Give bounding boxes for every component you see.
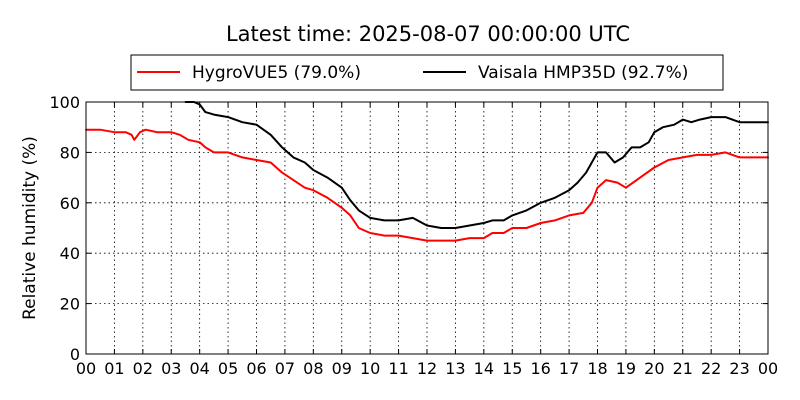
x-tick-label: 02 [133, 359, 153, 378]
series-line-vaisala [184, 101, 769, 229]
plot-series [85, 101, 769, 242]
x-tick-label: 22 [701, 359, 721, 378]
chart-title: Latest time: 2025-08-07 00:00:00 UTC [226, 22, 630, 46]
x-tick-label: 04 [189, 359, 209, 378]
grid [86, 102, 768, 354]
x-tick-label: 21 [673, 359, 693, 378]
y-tick-label: 20 [60, 295, 80, 314]
legend: HygroVUE5 (79.0%) Vaisala HMP35D (92.7%) [130, 54, 724, 91]
x-tick-label: 07 [275, 359, 295, 378]
x-tick-label: 23 [729, 359, 749, 378]
x-tick-label: 05 [218, 359, 238, 378]
x-tick-label: 13 [445, 359, 465, 378]
x-tick-label: 12 [417, 359, 437, 378]
x-tick-label: 08 [303, 359, 323, 378]
x-tick-label: 15 [502, 359, 522, 378]
y-tick-label: 40 [60, 244, 80, 263]
x-tick-label: 11 [388, 359, 408, 378]
x-tick-label: 00 [758, 359, 778, 378]
x-tick-label: 09 [332, 359, 352, 378]
legend-entry-hygrovue5: HygroVUE5 (79.0%) [192, 63, 361, 83]
axis-ticks: 00 01 02 03 04 05 06 07 08 09 10 11 12 13 14 15 16 17 18 19… [49, 93, 778, 378]
x-tick-label: 16 [530, 359, 550, 378]
y-axis-label: Relative humidity (%) [20, 136, 40, 320]
x-tick-label: 20 [644, 359, 664, 378]
x-tick-label: 14 [474, 359, 494, 378]
y-tick-label: 60 [60, 194, 80, 213]
x-tick-label: 06 [246, 359, 266, 378]
x-tick-label: 17 [559, 359, 579, 378]
y-tick-label: 100 [49, 93, 80, 112]
series-line-hygrovue5 [85, 128, 769, 242]
x-tick-label: 00 [76, 359, 96, 378]
y-tick-label: 0 [70, 345, 80, 364]
x-tick-label: 03 [161, 359, 181, 378]
legend-entry-vaisala: Vaisala HMP35D (92.7%) [478, 63, 688, 83]
x-tick-label: 01 [104, 359, 124, 378]
x-tick-label: 19 [616, 359, 636, 378]
y-tick-label: 80 [60, 143, 80, 162]
x-tick-label: 18 [587, 359, 607, 378]
x-tick-label: 10 [360, 359, 380, 378]
